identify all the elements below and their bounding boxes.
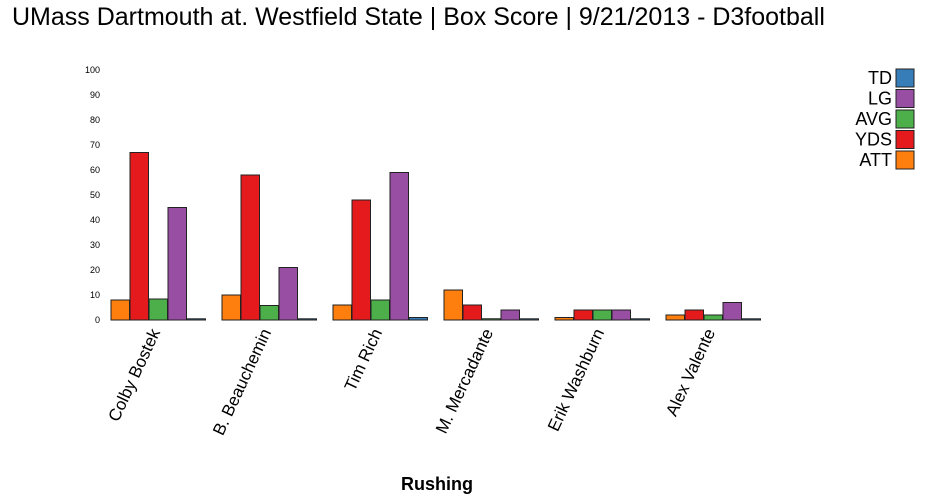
bar-td (408, 317, 428, 321)
bar-yds (573, 309, 593, 321)
y-tick-label: 90 (90, 90, 100, 100)
bar-att (665, 314, 685, 321)
bar-avg (148, 298, 168, 321)
chart-title: UMass Dartmouth at. Westfield State | Bo… (12, 3, 825, 31)
bar-att (221, 294, 241, 321)
y-tick-label: 70 (90, 140, 100, 150)
bar-lg (722, 302, 742, 321)
bars (110, 152, 761, 321)
bar-lg (167, 207, 187, 321)
bar-td (186, 318, 206, 321)
bar-yds (240, 174, 260, 321)
y-tick-label: 100 (85, 65, 100, 75)
bar-td (741, 318, 761, 321)
bar-att (332, 304, 352, 321)
y-tick-label: 20 (90, 265, 100, 275)
legend-swatch-yds (895, 130, 915, 149)
legend-label-td: TD (868, 68, 892, 88)
legend-label-yds: YDS (855, 130, 892, 150)
bar-yds (684, 309, 704, 321)
y-tick-label: 0 (95, 315, 100, 325)
y-tick-label: 40 (90, 215, 100, 225)
x-axis-label: Rushing (401, 474, 473, 494)
bar-avg (481, 318, 501, 321)
y-tick-label: 80 (90, 115, 100, 125)
bar-avg (703, 314, 723, 321)
bar-lg (500, 309, 520, 321)
legend-swatch-avg (895, 109, 915, 129)
category-label: M. Mercadante (432, 326, 497, 437)
legend-label-att: ATT (859, 150, 892, 170)
category-label: Colby Bostek (105, 325, 165, 424)
bar-att (110, 299, 130, 321)
bar-td (630, 318, 650, 321)
bar-avg (259, 305, 279, 321)
legend-swatch-lg (895, 89, 915, 108)
category-label: B. Beauchemin (209, 326, 275, 439)
category-label: Erik Washburn (544, 326, 608, 435)
bar-avg (370, 299, 390, 321)
y-tick-label: 30 (90, 240, 100, 250)
bar-td (297, 318, 317, 321)
category-label: Tim Rich (341, 326, 386, 394)
y-tick-label: 50 (90, 190, 100, 200)
y-tick-label: 60 (90, 165, 100, 175)
bar-lg (278, 267, 298, 321)
bar-yds (351, 199, 371, 321)
category-label: Alex Valente (662, 326, 719, 419)
legend-swatch-td (895, 68, 915, 88)
bar-td (519, 318, 539, 321)
bar-yds (462, 304, 482, 321)
y-axis: 0 10 20 30 40 50 60 70 80 90 100 (85, 65, 100, 325)
bar-att (554, 317, 574, 321)
bar-att (443, 289, 463, 321)
x-axis: Colby Bostek B. Beauchemin Tim Rich M. Merc… (105, 325, 720, 438)
legend-label-avg: AVG (855, 109, 892, 129)
legend-swatch-att (895, 150, 915, 170)
legend-label-lg: LG (868, 89, 892, 109)
bar-avg (592, 309, 612, 321)
bar-lg (611, 309, 631, 321)
bar-yds (129, 152, 149, 321)
bar-lg (389, 172, 409, 321)
y-tick-label: 10 (90, 290, 100, 300)
